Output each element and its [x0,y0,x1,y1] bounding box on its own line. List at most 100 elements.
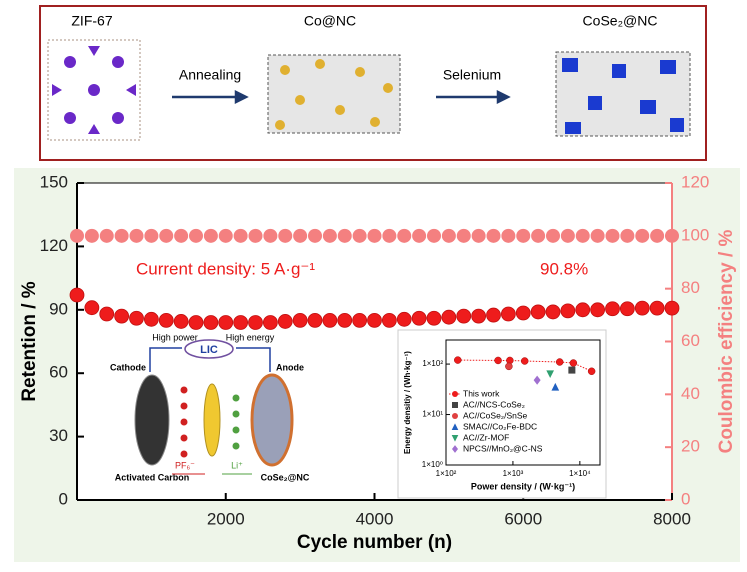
particle [640,100,656,114]
marker [452,413,458,419]
y2-tick-label: 20 [681,437,700,456]
marker [412,228,427,243]
marker [293,228,308,243]
marker [188,315,204,330]
y-tick-label: 30 [49,426,68,445]
y-tick-label: 150 [40,172,68,191]
marker [307,312,323,328]
marker [367,312,382,328]
x-tick-label: 1×10² [436,469,457,478]
particle [588,96,602,110]
marker [451,423,459,430]
stage-label: ZIF-67 [71,13,112,29]
marker [568,366,576,374]
separator [203,383,221,457]
particle [370,117,380,127]
y-axis-title: Energy densitiy / (Wh·kg⁻¹) [403,351,412,454]
marker [486,307,501,323]
stage-label: CoSe₂@NC [583,13,658,29]
legend-label: AC//Zr-MOF [463,432,509,442]
marker [560,303,576,319]
particle [670,118,684,132]
particle [295,95,305,105]
x-tick-label: 2000 [207,509,245,528]
note: High energy [226,332,275,342]
node [52,84,62,96]
marker [218,315,234,330]
x-tick-label: 4000 [356,509,394,528]
marker [262,315,278,330]
electrode-label: Anode [276,362,304,372]
marker [452,402,458,408]
legend-label: This work [463,388,500,398]
y2-tick-label: 60 [681,331,700,350]
framework [47,39,141,141]
particle [335,105,345,115]
inset-plot [445,339,601,466]
marker [569,359,578,367]
device-schematic: LIC High power High energy Cathode Anode… [110,332,310,482]
marker [203,315,219,330]
marker [233,228,248,243]
ion [180,386,188,394]
ion [232,394,240,402]
marker [84,228,99,243]
y-tick-label: 0 [59,489,68,508]
marker [322,228,337,243]
ion [180,402,188,410]
x-tick-label: 6000 [504,509,542,528]
marker [382,228,397,243]
node [88,84,100,96]
marker [441,228,456,243]
marker [99,306,115,322]
legend-label: SMAC//Co₂Fe-BDC [463,421,537,431]
particle [565,122,581,134]
y-tick-label: 120 [40,236,68,255]
anions [180,386,188,458]
marker [352,312,368,328]
step-label: Annealing [179,67,241,83]
marker [397,228,412,243]
electrode-label: Cathode [110,362,146,372]
legend-label: AC//NCS-CoSe₂ [463,399,525,409]
marker [203,228,218,243]
marker [278,228,293,243]
marker [248,228,263,243]
node [126,84,136,96]
marker [129,310,144,326]
marker [308,228,322,243]
y2-tick-label: 40 [681,384,700,403]
x-axis-title: Cycle number (n) [297,532,452,553]
marker [441,309,457,325]
marker [505,362,513,371]
y-tick-label: 60 [49,363,68,382]
annotation: 90.8% [540,259,588,278]
marker [665,228,679,243]
nodes [52,46,136,134]
marker [454,356,462,364]
cations [232,394,240,450]
marker [189,228,203,243]
marker [452,445,458,453]
marker [590,302,606,318]
particle [383,83,393,93]
y2-tick-label: 0 [681,489,690,508]
node [88,46,100,56]
node [112,56,124,68]
marker [322,312,338,328]
marker [619,301,635,317]
particle [275,120,285,130]
x-tick-label: 8000 [653,509,691,528]
ion [180,418,188,426]
marker [515,305,531,321]
marker [248,315,263,330]
ion [232,442,240,450]
marker [451,435,459,442]
legend-label: AC//CoSe₂/SnSe [463,410,528,420]
marker [494,356,502,365]
x-axis-title: Power density / (W·kg⁻¹) [471,481,575,491]
marker [620,228,635,243]
y-tick-label: 1×10¹ [422,410,443,419]
step-label: Selenium [443,67,501,83]
cose2-nc-structure [555,51,691,137]
